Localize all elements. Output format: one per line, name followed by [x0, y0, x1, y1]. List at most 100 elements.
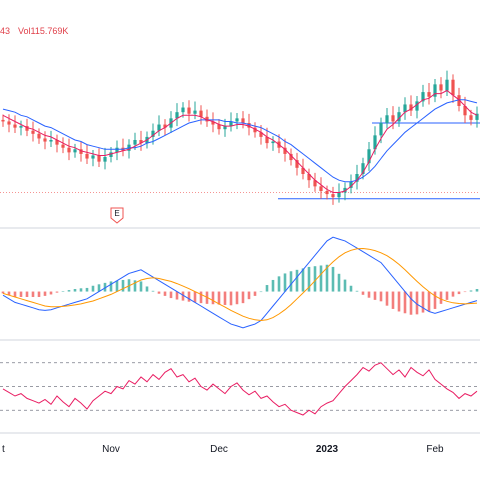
macd-histogram-bar: [223, 291, 227, 305]
candle-body: [181, 107, 185, 113]
candle-body: [115, 147, 119, 153]
candle-body: [361, 163, 365, 174]
candle-body: [403, 104, 407, 113]
macd-histogram-bar: [49, 291, 53, 295]
macd-histogram-bar: [439, 291, 443, 304]
candle-body: [103, 157, 107, 162]
candle-body: [271, 141, 275, 144]
macd-histogram-bar: [133, 280, 137, 292]
candle-body: [337, 192, 341, 198]
candle-body: [385, 115, 389, 123]
macd-histogram-bar: [337, 273, 341, 292]
x-axis-label: Feb: [426, 444, 444, 455]
candle-body: [463, 106, 467, 116]
candle-body: [319, 186, 323, 191]
candle-body: [97, 155, 101, 162]
x-axis-label: Nov: [102, 444, 120, 455]
macd-histogram-bar: [427, 291, 431, 312]
macd-histogram-bar: [265, 285, 269, 292]
candle-body: [73, 149, 77, 153]
macd-histogram-bar: [457, 291, 461, 295]
candle-body: [1, 119, 5, 122]
macd-histogram-bar: [175, 291, 179, 300]
candle-body: [355, 174, 359, 182]
macd-histogram-bar: [85, 287, 89, 292]
macd-histogram-bar: [307, 266, 311, 292]
candle-body: [211, 121, 215, 125]
macd-histogram-bar: [367, 291, 371, 298]
x-axis-label: 2023: [316, 444, 339, 455]
candle-body: [223, 126, 227, 130]
header-fragment: 43: [0, 26, 10, 36]
candle-body: [349, 181, 353, 188]
candle-body: [235, 118, 239, 122]
candle-body: [157, 124, 161, 131]
macd-histogram-bar: [289, 271, 293, 292]
macd-histogram-bar: [217, 291, 221, 305]
macd-histogram-bar: [385, 291, 389, 306]
candle-body: [25, 126, 29, 131]
macd-histogram-bar: [241, 291, 245, 304]
candle-body: [307, 174, 311, 181]
macd-histogram-bar: [61, 291, 65, 292]
rsi-line: [2, 362, 478, 416]
macd-histogram-bar: [313, 266, 317, 292]
candle-body: [313, 180, 317, 187]
macd-histogram-bar: [415, 291, 419, 315]
macd-histogram-bar: [421, 291, 425, 313]
volume-readout: Vol115.769K: [18, 26, 68, 36]
candle-body: [67, 147, 71, 153]
candle-body: [229, 121, 233, 127]
macd-histogram-bar: [379, 291, 383, 302]
macd-histogram-bar: [187, 291, 191, 302]
candle-body: [409, 104, 413, 111]
candle-body: [247, 123, 251, 128]
candle-body: [139, 140, 143, 144]
candle-body: [253, 127, 257, 133]
candle-body: [295, 160, 299, 168]
macd-histogram-bar: [373, 291, 377, 300]
macd-histogram-bar: [25, 291, 29, 297]
x-axis-label: Dec: [210, 444, 228, 455]
moving-average-fast: [2, 89, 478, 193]
macd-histogram-bar: [103, 282, 107, 292]
macd-histogram-bar: [271, 279, 275, 292]
candle-body: [469, 115, 473, 120]
candle-body: [391, 115, 395, 122]
candle-body: [151, 130, 155, 137]
candle-body: [367, 149, 371, 164]
macd-histogram-bar: [139, 281, 143, 292]
macd-histogram-bar: [295, 269, 299, 292]
candle-body: [421, 92, 425, 102]
candle-body: [217, 124, 221, 130]
macd-histogram-bar: [109, 281, 113, 292]
candle-body: [451, 79, 455, 96]
macd-histogram-bar: [73, 289, 77, 292]
candle-body: [19, 126, 23, 128]
candle-body: [445, 79, 449, 91]
candle-body: [379, 123, 383, 136]
candle-body: [457, 95, 461, 106]
candle-body: [397, 112, 401, 122]
moving-average-slow: [2, 99, 478, 183]
macd-histogram-bar: [277, 276, 281, 292]
candle-body: [49, 140, 53, 142]
candle-body: [475, 113, 479, 120]
candle-body: [415, 101, 419, 111]
macd-histogram-bar: [19, 291, 23, 297]
candle-body: [85, 153, 89, 159]
macd-histogram-bar: [157, 291, 161, 294]
candle-body: [43, 138, 47, 142]
candle-body: [199, 110, 203, 117]
macd-histogram-bar: [181, 291, 185, 301]
candle-body: [427, 92, 431, 97]
earnings-event-marker: [110, 207, 124, 224]
macd-histogram-bar: [343, 279, 347, 292]
candle-body: [37, 133, 41, 139]
macd-histogram-bar: [349, 285, 353, 292]
x-axis-label: t: [2, 444, 5, 455]
macd-histogram-bar: [355, 290, 359, 292]
macd-histogram-bar: [259, 291, 263, 293]
macd-line: [2, 236, 478, 329]
macd-histogram-bar: [469, 290, 473, 292]
